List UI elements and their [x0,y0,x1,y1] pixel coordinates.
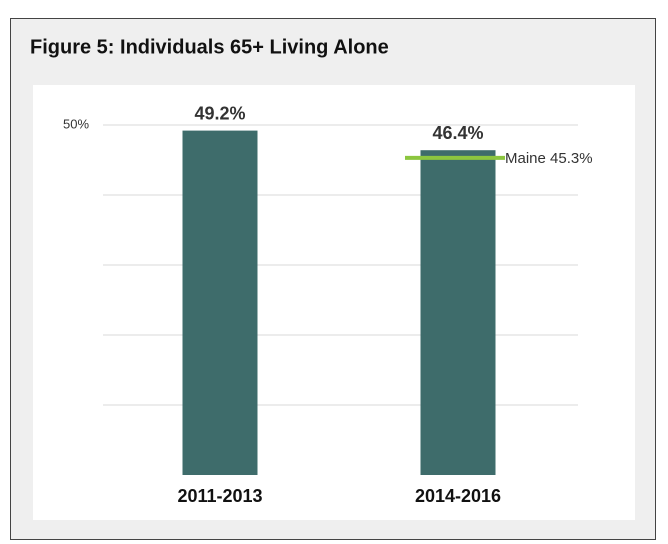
reference-label: Maine 45.3% [505,150,593,167]
bar [420,150,496,475]
x-tick-label: 2011-2013 [177,486,262,506]
chart-title: Figure 5: Individuals 65+ Living Alone [30,36,389,58]
value-label: 46.4% [432,123,483,143]
y-tick-label: 50% [63,116,89,131]
bar [182,130,258,475]
x-tick-label: 2014-2016 [415,486,501,506]
value-label: 49.2% [194,103,245,123]
plot-panel [33,85,635,520]
